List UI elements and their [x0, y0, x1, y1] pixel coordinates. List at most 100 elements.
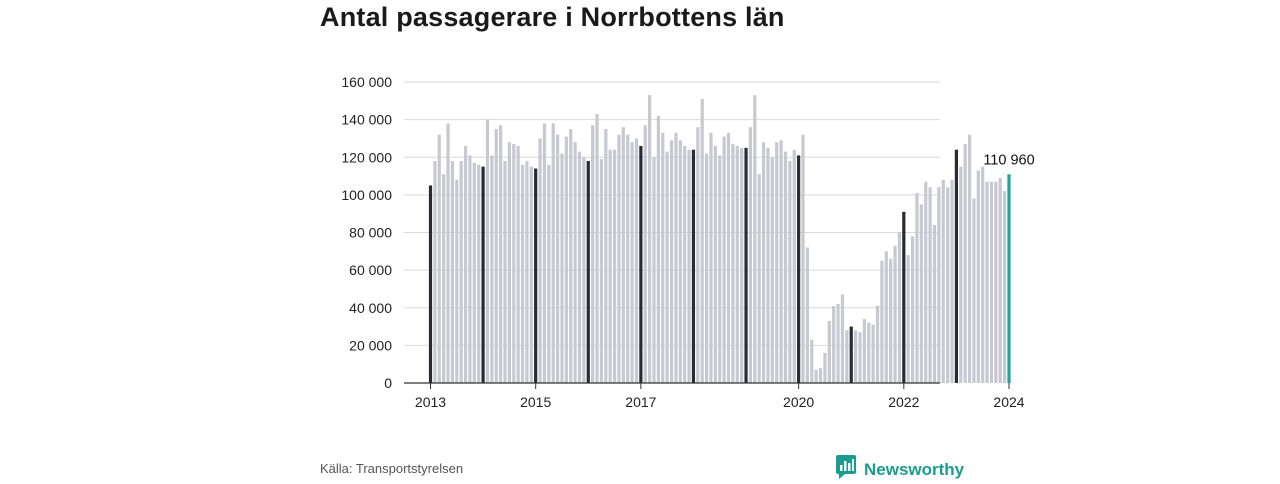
bar	[674, 132, 678, 383]
bar	[884, 251, 888, 383]
x-tick-label: 2015	[520, 394, 551, 410]
bar	[919, 204, 923, 383]
bar	[1003, 191, 1007, 383]
x-tick-label: 2013	[415, 394, 446, 410]
bar	[805, 247, 809, 383]
x-tick-label: 2020	[783, 394, 814, 410]
bar	[924, 181, 928, 383]
bar	[687, 149, 691, 383]
bar-january	[691, 149, 696, 383]
bar	[700, 98, 704, 384]
bar	[788, 161, 792, 383]
bar	[503, 161, 507, 383]
bar	[946, 187, 950, 383]
bar	[599, 159, 604, 383]
bar	[433, 161, 437, 383]
bar	[941, 179, 945, 383]
bar	[748, 127, 753, 384]
bar	[555, 134, 560, 383]
bar	[656, 115, 660, 384]
bar	[761, 142, 766, 383]
bar	[928, 187, 932, 383]
bar	[915, 192, 919, 383]
bar	[713, 145, 717, 383]
bar	[959, 166, 963, 383]
x-tick-label: 2017	[625, 394, 656, 410]
bar	[551, 123, 555, 383]
bar	[994, 181, 998, 383]
bar	[897, 232, 902, 383]
y-tick-label: 0	[384, 375, 392, 391]
bar	[490, 155, 494, 383]
bar-january	[902, 211, 906, 383]
bar	[840, 294, 845, 383]
bar	[740, 147, 744, 383]
bar	[626, 134, 630, 383]
bar	[661, 132, 665, 383]
bar	[823, 352, 827, 383]
bar	[705, 153, 709, 383]
bar	[985, 181, 989, 383]
bar-january	[481, 166, 485, 383]
bar	[775, 142, 779, 383]
bar-january	[797, 155, 801, 383]
bar	[573, 142, 577, 383]
bar	[547, 164, 551, 383]
y-tick-label: 160 000	[341, 74, 392, 90]
bar	[932, 224, 937, 383]
bar	[832, 305, 836, 383]
latest-value-label: 110 960	[983, 152, 1034, 168]
bar	[880, 260, 884, 383]
bar	[485, 119, 490, 384]
bar	[814, 369, 818, 383]
bar	[753, 95, 757, 384]
bar	[696, 127, 700, 384]
bar	[989, 181, 994, 383]
bar	[477, 164, 481, 383]
bar	[463, 145, 468, 383]
bar	[472, 162, 476, 383]
bar	[529, 166, 533, 383]
bar-january	[534, 168, 538, 383]
bar	[560, 153, 564, 383]
bar	[634, 138, 639, 383]
bar	[569, 129, 573, 383]
bar	[801, 134, 805, 383]
bar	[499, 125, 503, 384]
bar	[678, 140, 682, 383]
bar	[442, 174, 446, 383]
bar	[871, 324, 875, 383]
bar	[889, 258, 893, 383]
bar	[981, 166, 985, 383]
bar	[854, 330, 858, 383]
bar	[906, 255, 910, 383]
bar	[665, 151, 669, 383]
bar	[792, 149, 796, 383]
bar	[595, 113, 599, 383]
bar	[766, 147, 770, 383]
x-axis: 2013 2015 2017 2020 2022 2024	[404, 382, 1025, 410]
bar	[937, 187, 941, 383]
y-tick-label: 100 000	[341, 187, 392, 203]
y-tick-label: 40 000	[349, 300, 392, 316]
bar	[582, 157, 586, 383]
bar	[455, 179, 459, 383]
bar	[630, 142, 634, 383]
bar	[757, 174, 761, 383]
bar	[718, 155, 722, 383]
bar-january	[849, 326, 853, 383]
bar	[516, 145, 520, 383]
bar	[731, 144, 735, 383]
bar	[683, 145, 687, 383]
bar	[709, 132, 713, 383]
y-axis-ticks: 0 20 000 40 000 60 000 80 000 100 000 120 000 1…	[341, 74, 392, 391]
bar	[818, 367, 823, 383]
bar	[875, 305, 880, 383]
bar	[564, 136, 568, 383]
brand-logo[interactable]: Newsworthy	[836, 455, 964, 484]
bar	[542, 123, 547, 383]
y-tick-label: 140 000	[341, 112, 392, 128]
bar	[520, 164, 525, 383]
bar	[525, 161, 529, 383]
